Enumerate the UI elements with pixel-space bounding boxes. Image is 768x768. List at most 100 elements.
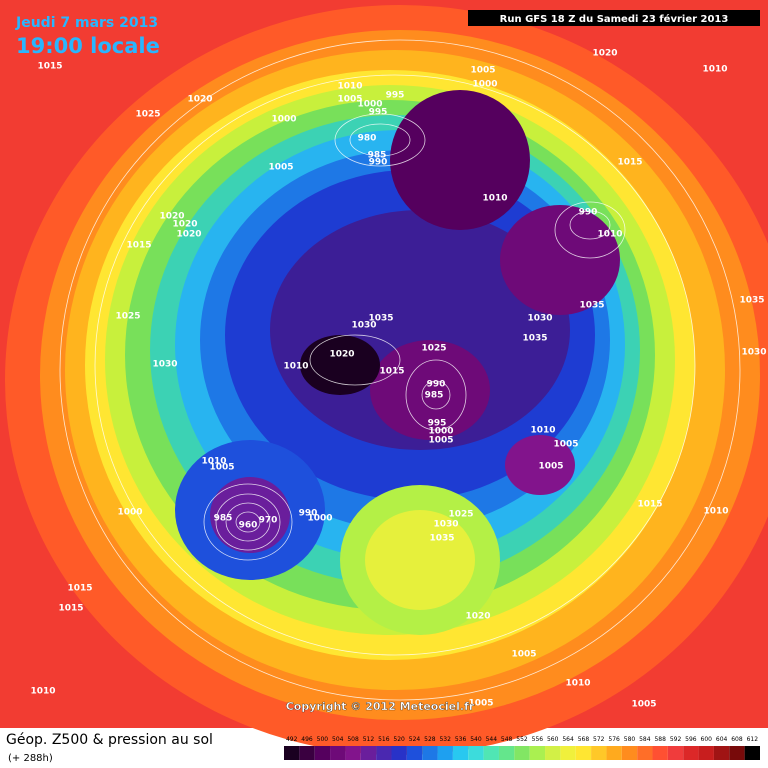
isobar-label: 1005: [553, 440, 578, 450]
scale-label: 528: [424, 736, 436, 743]
isobar-label: 1015: [379, 367, 404, 377]
scale-label: 512: [363, 736, 375, 743]
scale-label: 496: [301, 736, 313, 743]
scale-swatch: [330, 746, 346, 760]
isobar-label: 990: [299, 509, 318, 519]
scale-label: 504: [332, 736, 344, 743]
scale-label: 568: [578, 736, 590, 743]
scale-label: 580: [624, 736, 636, 743]
scale-swatch: [468, 746, 484, 760]
scale-swatch: [560, 746, 576, 760]
scale-label: 576: [608, 736, 620, 743]
isobar-label: 1025: [448, 510, 473, 520]
isobar-label: 1000: [117, 508, 142, 518]
isobar-label: 1005: [511, 650, 536, 660]
scale-label: 520: [393, 736, 405, 743]
isobar-label: 985: [425, 391, 444, 401]
scale-swatch: [437, 746, 453, 760]
isobar-label: 1005: [428, 436, 453, 446]
scale-swatch: [713, 746, 730, 760]
isobar-label: 1025: [115, 312, 140, 322]
isobar-label: 1015: [126, 241, 151, 251]
isobar-label: 1010: [597, 230, 622, 240]
scale-label: 508: [347, 736, 359, 743]
run-box: [468, 10, 760, 26]
scale-label: 612: [747, 736, 759, 743]
isobar-label: 985: [214, 514, 233, 524]
isobar-label: 1000: [357, 100, 382, 110]
isobar-label: 1010: [565, 679, 590, 689]
scale-swatch: [391, 746, 407, 760]
footer-title: Géop. Z500 & pression au sol: [6, 732, 213, 748]
forecast-date: Jeudi 7 mars 2013: [15, 15, 158, 31]
scale-swatch: [667, 746, 684, 760]
isobar-label: 1010: [482, 194, 507, 204]
isobar-label: 1010: [530, 426, 555, 436]
isobar-label: 990: [579, 208, 598, 218]
isobar-label: 1015: [67, 584, 92, 594]
color-scale: 492 496 500 504 508 512 516 520 524 528 532 536 540 5…: [284, 736, 760, 760]
isobar-label: 1010: [30, 687, 55, 697]
isobar-label: 960: [239, 521, 258, 531]
run-info: Run GFS 18 Z du Samedi 23 février 2013: [500, 13, 729, 25]
isobar-label: 980: [358, 134, 377, 144]
scale-swatch: [575, 746, 592, 760]
isobar-label: 1010: [337, 82, 362, 92]
isobar-label: 1030: [433, 520, 458, 530]
isobar-label: 1015: [617, 158, 642, 168]
scale-label: 552: [516, 736, 528, 743]
scale-swatch: [376, 746, 392, 760]
scale-label: 524: [409, 736, 421, 743]
scale-swatch: [345, 746, 361, 760]
isobar-label: 1025: [421, 344, 446, 354]
isobar-label: 1035: [579, 301, 604, 311]
scale-swatch: [698, 746, 714, 760]
scale-label: 548: [501, 736, 513, 743]
scale-label: 584: [639, 736, 651, 743]
copyright: Copyright © 2012 Meteociel.fr: [286, 700, 475, 713]
isobar-label: 1010: [702, 65, 727, 75]
scale-label: 564: [562, 736, 574, 743]
isobar-label: 1020: [172, 220, 197, 230]
scale-label: 532: [439, 736, 451, 743]
isobar-label: 1020: [159, 212, 184, 222]
isobar-label: 1000: [472, 80, 497, 90]
isobar-label: 1030: [351, 321, 376, 331]
scale-label: 600: [701, 736, 713, 743]
isobar-label: 985: [368, 151, 387, 161]
isobar-label: 1035: [368, 314, 393, 324]
isobar-label: 1020: [592, 49, 617, 59]
isobar-label: 1015: [37, 62, 62, 72]
scale-label: 536: [455, 736, 467, 743]
isobar-label: 1030: [741, 348, 766, 358]
scale-label: 592: [670, 736, 682, 743]
scale-swatch: [299, 746, 315, 760]
scale-swatch: [529, 746, 546, 760]
isobar-label: 1005: [337, 95, 362, 105]
isobar-label: 1015: [637, 500, 662, 510]
isobar-label: 1010: [703, 507, 728, 517]
isobar-label: 1000: [271, 115, 296, 125]
forecast-time: 19:00 locale: [16, 34, 160, 58]
scale-swatch: [498, 746, 515, 760]
scale-swatch: [360, 746, 377, 760]
isobar-label: 1000: [307, 514, 332, 524]
isobar-label: 1020: [465, 612, 490, 622]
isobar-label: 1010: [283, 362, 308, 372]
isobar-label: 1035: [429, 534, 454, 544]
scale-label: 608: [731, 736, 743, 743]
scale-swatch: [729, 746, 745, 760]
isobar-label: 1000: [428, 427, 453, 437]
scale-label: 544: [486, 736, 498, 743]
scale-swatch: [545, 746, 561, 760]
scale-swatch: [406, 746, 423, 760]
scale-label: 572: [593, 736, 605, 743]
scale-label: 556: [532, 736, 544, 743]
scale-swatch: [652, 746, 668, 760]
scale-swatch: [483, 746, 499, 760]
scale-label: 500: [317, 736, 329, 743]
scale-swatch: [744, 746, 760, 760]
scale-label: 540: [470, 736, 482, 743]
